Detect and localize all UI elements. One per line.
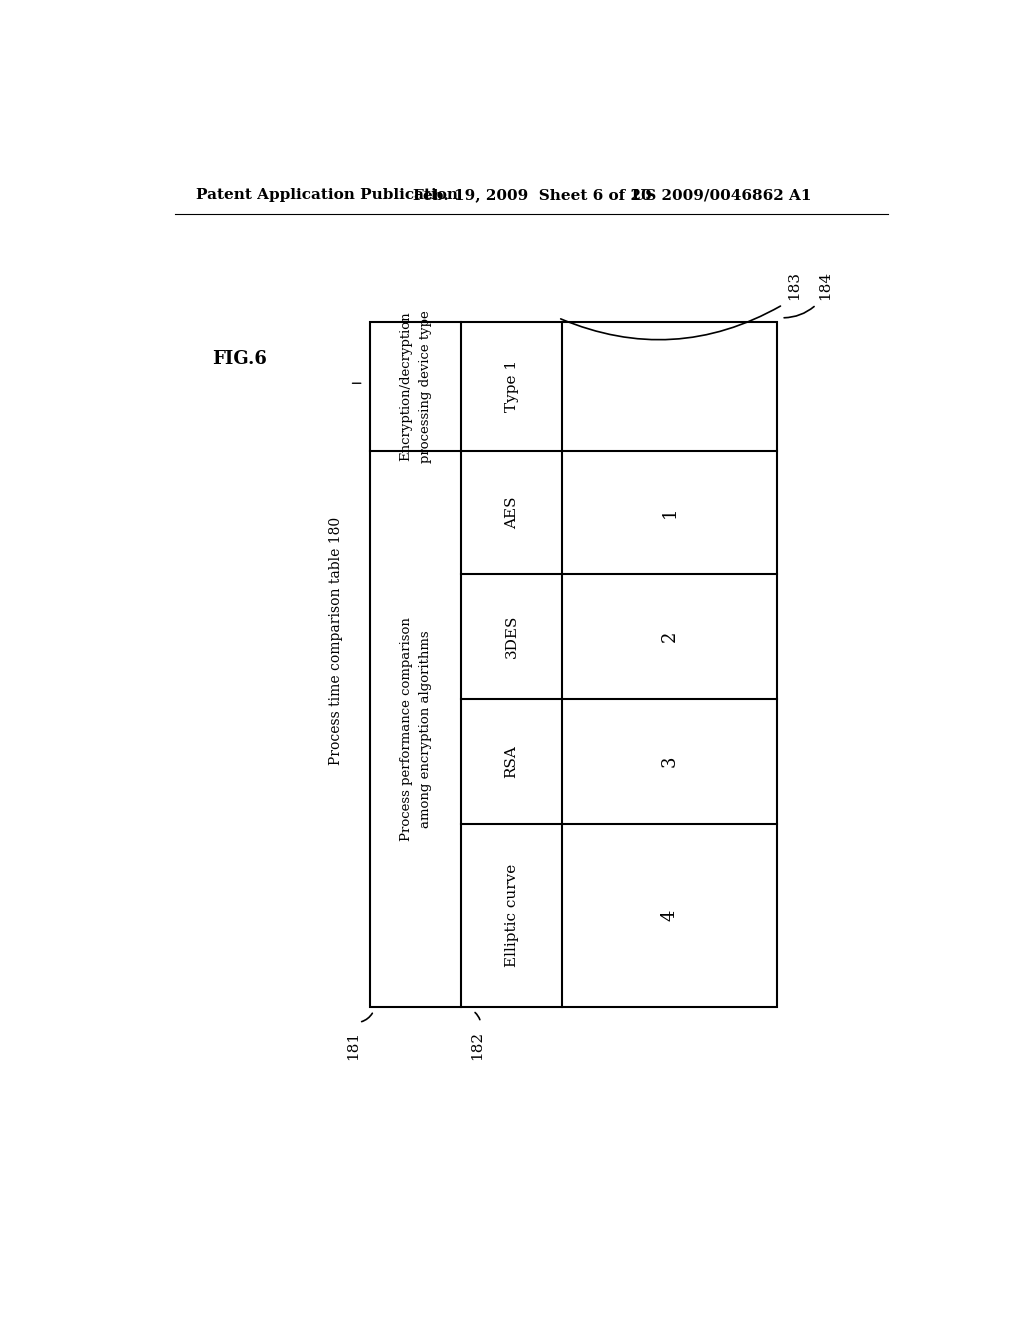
Text: 181: 181 <box>346 1031 359 1060</box>
Text: 183: 183 <box>787 271 802 300</box>
Text: Process performance comparison
among encryption algorithms: Process performance comparison among enc… <box>399 616 431 841</box>
Text: RSA: RSA <box>505 746 518 777</box>
Text: 3: 3 <box>660 756 679 767</box>
Text: 184: 184 <box>818 271 833 300</box>
Text: 2: 2 <box>660 631 679 643</box>
Text: AES: AES <box>505 496 518 529</box>
Text: Elliptic curve: Elliptic curve <box>505 865 518 968</box>
Text: 182: 182 <box>470 1031 483 1060</box>
Text: 4: 4 <box>660 909 679 921</box>
Text: 3DES: 3DES <box>505 615 518 659</box>
Text: US 2009/0046862 A1: US 2009/0046862 A1 <box>632 189 811 202</box>
Text: Process time comparison table 180: Process time comparison table 180 <box>329 517 343 766</box>
Text: 1: 1 <box>660 507 679 519</box>
Text: Patent Application Publication: Patent Application Publication <box>197 189 458 202</box>
Text: Encryption/decryption
processing device type: Encryption/decryption processing device … <box>399 310 431 463</box>
Text: Type 1: Type 1 <box>505 360 518 412</box>
Text: FIG.6: FIG.6 <box>212 350 266 367</box>
Bar <box>370 322 777 1007</box>
Text: Feb. 19, 2009  Sheet 6 of 20: Feb. 19, 2009 Sheet 6 of 20 <box>414 189 652 202</box>
